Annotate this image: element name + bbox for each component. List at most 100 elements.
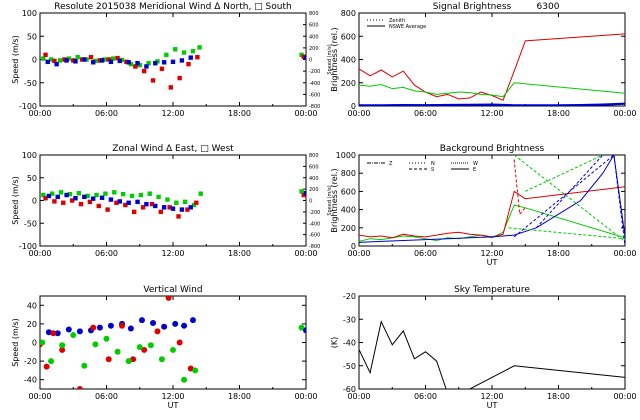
data-point [127, 325, 134, 332]
data-point [76, 386, 83, 389]
data-point [97, 58, 103, 63]
y-tick-label: 600 [341, 32, 356, 41]
chart-title: Resolute 2015038 Meridional Wind Δ North… [54, 2, 291, 12]
y-right-tick-label: 800 [309, 153, 319, 159]
x-tick-label: 00:00 [347, 249, 370, 258]
y-tick-label: 200 [341, 224, 356, 233]
data-point [186, 61, 191, 67]
chart-vertical: 00:00 06:00 12:00 18:00 00:00 -40 -20 0 20 40 Spee… [11, 285, 318, 410]
data-point [173, 47, 178, 52]
series-line [508, 227, 625, 240]
data-point [84, 57, 89, 62]
data-point [140, 205, 146, 210]
x-tick-label: 18:00 [547, 249, 570, 258]
data-point [158, 209, 164, 215]
y-right-tick-label: -200 [309, 210, 320, 216]
y-right-tick-label: -400 [309, 81, 320, 87]
series-line [359, 186, 625, 239]
y-tick-label: 200 [341, 79, 356, 88]
series-line [359, 82, 625, 98]
x-axis-label: UT [487, 258, 498, 267]
data-point [108, 59, 114, 65]
data-point [167, 205, 172, 210]
x-tick-label: 06:00 [414, 392, 437, 401]
data-point [181, 50, 187, 55]
y-axis-label: (K) [330, 337, 339, 349]
chart-meridional: 00:00 06:00 12:00 18:00 00:00-100-50050100-8… [11, 2, 333, 118]
x-tick-label: 00:00 [294, 249, 317, 258]
data-point [102, 57, 107, 62]
data-point [107, 322, 114, 329]
chart-title-part: Resolute 2015038 [54, 2, 136, 12]
x-tick-label: 12:00 [480, 249, 503, 258]
y-tick-label: -40 [343, 339, 356, 348]
data-point [114, 200, 119, 205]
x-tick-label: 12:00 [480, 392, 503, 401]
x-tick-label: 00:00 [28, 249, 51, 258]
y-tick-label: 800 [341, 9, 356, 18]
y-axis-label: Speed (m/s) [11, 318, 20, 367]
series-line [513, 159, 526, 216]
data-point [165, 197, 170, 202]
data-point [88, 54, 94, 60]
data-point [164, 52, 169, 58]
chart-title-part: Δ North, [211, 2, 251, 12]
x-tick-label: 12:00 [161, 392, 184, 401]
data-point [146, 61, 151, 66]
data-point [301, 192, 306, 198]
data-point [147, 342, 154, 349]
plot-frame [39, 12, 307, 107]
x-tick-label: 06:00 [95, 392, 118, 401]
data-point [43, 363, 50, 370]
plot-area [41, 45, 306, 90]
legend-label: W [473, 161, 478, 167]
chart-title: Vertical Wind [143, 285, 202, 295]
chart-signal: 00:00 06:00 12:00 18:00 00:000200400600800Br… [330, 2, 637, 118]
chart-title-part: □ South [251, 2, 291, 12]
legend-label: NSWE Average [389, 24, 426, 30]
data-point [41, 56, 46, 61]
y-right-tick-label: 0 [309, 58, 312, 64]
legend-label: S [431, 167, 434, 173]
chart-zonal: 00:00 06:00 12:00 18:00 00:00-100-50050100-8… [11, 144, 333, 258]
y-axis-label: Speed (m/s) [11, 176, 20, 225]
y-tick-label: -20 [24, 357, 37, 366]
data-point [170, 59, 176, 65]
x-tick-label: 00:00 [613, 109, 636, 118]
data-point [82, 194, 87, 200]
y-right-tick-label: 600 [309, 164, 319, 170]
data-point [96, 203, 101, 209]
data-point [128, 61, 134, 67]
data-point [103, 335, 110, 342]
data-point [93, 58, 98, 64]
data-point [50, 330, 57, 337]
data-point [73, 196, 78, 201]
chart-background: 00:00 06:00 12:00 18:00 00:00020040060080010… [330, 144, 637, 267]
series-line [359, 102, 625, 106]
data-point [133, 64, 138, 69]
legend-label: N [431, 161, 435, 167]
data-point [110, 56, 116, 61]
data-point [168, 85, 173, 90]
data-point [144, 64, 149, 69]
data-point [179, 207, 185, 212]
data-point [185, 207, 190, 212]
series-line [359, 155, 625, 243]
data-point [71, 58, 76, 63]
data-point [120, 191, 126, 197]
data-point [59, 342, 66, 349]
data-point [112, 190, 117, 195]
y-tick-label: 40 [27, 301, 37, 310]
y-tick-label: 1000 [336, 151, 356, 160]
data-point [141, 68, 147, 74]
y-tick-label: -50 [343, 362, 356, 371]
series-line [525, 155, 604, 192]
y-right-tick-label: 400 [309, 176, 319, 182]
data-point [41, 192, 46, 198]
y-right-tick-label: -600 [309, 92, 320, 98]
y-tick-label: 400 [341, 206, 356, 215]
chart-title: Background Brightness [440, 144, 545, 154]
data-point [144, 201, 149, 207]
